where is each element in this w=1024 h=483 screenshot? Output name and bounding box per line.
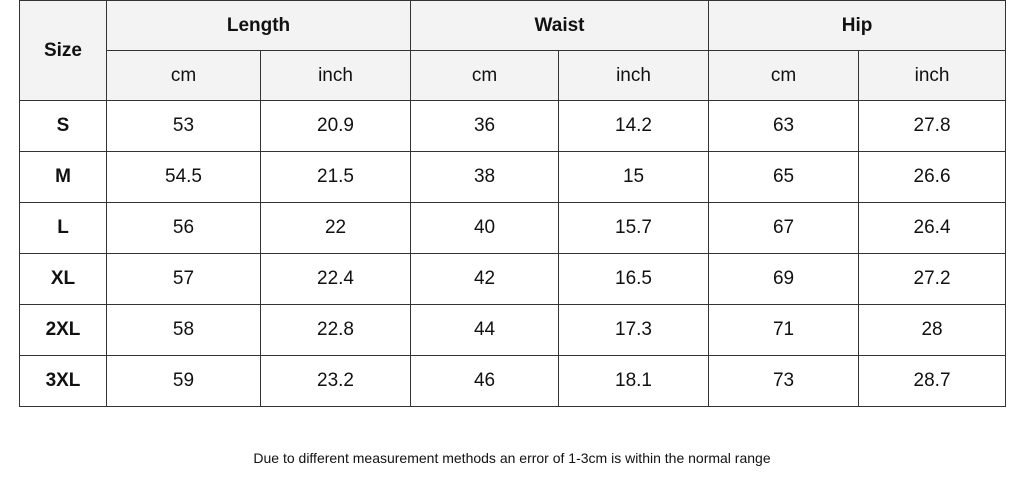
value-cell: 58: [106, 304, 261, 356]
value-cell: 54.5: [106, 151, 261, 203]
size-table: Size Length Waist Hip cm inch cm inch cm inch S 53…: [19, 0, 1007, 407]
value-cell: 18.1: [558, 355, 710, 407]
value-cell: 73: [708, 355, 860, 407]
size-row: M 54.5 21.5 38 15 65 26.6: [19, 151, 1007, 203]
value-cell: 22.8: [259, 304, 412, 356]
group-header: Length: [105, 0, 412, 51]
value-cell: 42: [410, 253, 560, 305]
value-cell: 40: [410, 202, 560, 254]
size-cell: 2XL: [19, 304, 107, 356]
size-row: S 53 20.9 36 14.2 63 27.8: [19, 100, 1007, 152]
unit-header: inch: [558, 50, 710, 101]
unit-header: cm: [708, 50, 860, 101]
size-cell: M: [19, 151, 107, 203]
group-header: Hip: [708, 0, 1007, 51]
value-cell: 20.9: [259, 100, 412, 152]
unit-row: cm inch cm inch cm inch: [20, 50, 1007, 101]
value-cell: 69: [708, 253, 860, 305]
size-row: L 56 22 40 15.7 67 26.4: [19, 202, 1007, 254]
value-cell: 22.4: [259, 253, 412, 305]
unit-header: cm: [410, 50, 560, 101]
footnote: Due to different measurement methods an …: [253, 450, 771, 466]
value-cell: 56: [106, 202, 261, 254]
value-cell: 28.7: [858, 355, 1007, 407]
value-cell: 28: [858, 304, 1007, 356]
value-cell: 44: [410, 304, 560, 356]
value-cell: 53: [106, 100, 261, 152]
value-cell: 59: [106, 355, 261, 407]
value-cell: 26.4: [858, 202, 1007, 254]
value-cell: 46: [410, 355, 560, 407]
value-cell: 63: [708, 100, 860, 152]
table-head: Size Length Waist Hip cm inch cm inch cm inch: [19, 0, 1007, 101]
value-cell: 14.2: [558, 100, 710, 152]
value-cell: 38: [410, 151, 560, 203]
size-cell: XL: [19, 253, 107, 305]
corner-cell: Size: [19, 0, 107, 101]
size-row: 2XL 58 22.8 44 17.3 71 28: [19, 304, 1007, 356]
table-body: S 53 20.9 36 14.2 63 27.8 M 54.5 21.5 38 15 65 26.6 L 5…: [19, 100, 1007, 407]
header-row: Size Length Waist Hip: [19, 0, 1007, 101]
value-cell: 65: [708, 151, 860, 203]
value-cell: 57: [106, 253, 261, 305]
value-cell: 67: [708, 202, 860, 254]
value-cell: 15.7: [558, 202, 710, 254]
value-cell: 27.2: [858, 253, 1007, 305]
size-row: XL 57 22.4 42 16.5 69 27.2: [19, 253, 1007, 305]
value-cell: 36: [410, 100, 560, 152]
value-cell: 71: [708, 304, 860, 356]
value-cell: 21.5: [259, 151, 412, 203]
value-cell: 15: [558, 151, 710, 203]
unit-header: inch: [858, 50, 1007, 101]
size-cell: 3XL: [19, 355, 107, 407]
unit-header: inch: [259, 50, 412, 101]
value-cell: 16.5: [558, 253, 710, 305]
size-row: 3XL 59 23.2 46 18.1 73 28.7: [19, 355, 1007, 407]
value-cell: 17.3: [558, 304, 710, 356]
group-header: Waist: [410, 0, 710, 51]
value-cell: 22: [259, 202, 412, 254]
value-cell: 23.2: [259, 355, 412, 407]
value-cell: 26.6: [858, 151, 1007, 203]
value-cell: 27.8: [858, 100, 1007, 152]
size-cell: S: [19, 100, 107, 152]
size-cell: L: [19, 202, 107, 254]
unit-header: cm: [106, 50, 261, 101]
